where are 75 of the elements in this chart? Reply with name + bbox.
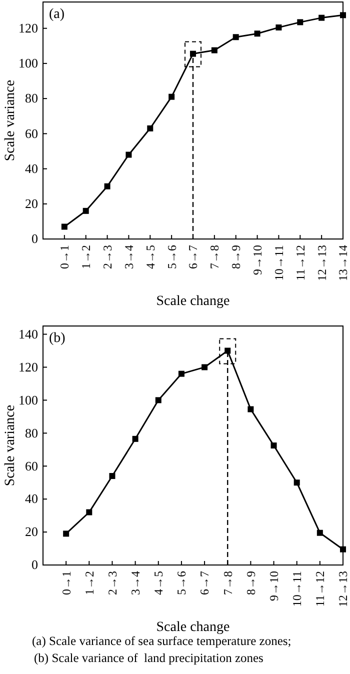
y-tick-label: 100 [18,392,38,408]
x-tick-label: 7→8 [208,245,222,269]
y-axis-title: Scale variance [3,404,18,486]
y-tick-label: 60 [25,458,38,474]
y-tick-label: 0 [32,231,38,246]
x-tick-label: 12→13 [336,571,350,607]
x-tick-label: 7→8 [220,571,235,595]
chart-title: (a) [49,7,65,22]
point [211,47,218,54]
text: (a) Scale variance of sea surface temperature zones; [32,634,292,648]
point [132,436,138,442]
x-tick-label: 8→9 [229,245,244,269]
y-tick-label: 60 [25,126,38,141]
x-tick-label: 1→2 [82,571,96,595]
x-tick-label: 3→4 [128,571,143,595]
point [232,34,239,40]
x-tick-label: 4→5 [152,571,166,595]
x-tick-label: 11→12 [313,571,328,607]
y-tick-label: 120 [18,359,38,374]
x-tick-label: 11→12 [293,245,308,281]
x-tick-label: 3→4 [122,245,136,269]
y-tick-label: 20 [25,196,38,212]
point [147,125,154,132]
x-tick-label: 9→10 [250,245,264,275]
y-tick-label: 80 [25,425,38,440]
point [340,546,346,552]
point [297,19,304,26]
point [248,406,254,412]
x-axis-title: Scale change [156,294,230,309]
point [254,30,260,37]
x-tick-label: 0→1 [59,571,74,595]
x-tick-label: 2→3 [105,571,120,595]
x-tick-label: 6→7 [198,571,212,595]
y-tick-label: 80 [25,90,38,106]
x-tick-label: 9→10 [266,571,281,601]
y-tick-label: 120 [18,20,38,36]
y-tick-label: 100 [18,56,38,71]
x-tick-label: 10→11 [272,245,286,281]
point [126,152,132,158]
chart-title: (b) [49,331,66,346]
y-tick-label: 40 [25,491,38,506]
point [178,370,184,377]
x-tick-label: 4→5 [143,245,158,269]
y-tick-label: 20 [25,524,38,540]
point [104,183,110,190]
point [340,12,346,18]
point [63,530,70,537]
point [294,480,300,486]
point [82,208,89,214]
y-axis-title: Scale variance [3,80,18,162]
text: (b) Scale variance of land precipitation zones [34,651,264,665]
point [316,530,323,536]
x-tick-label: 5→6 [174,571,189,595]
point [276,24,282,30]
x-tick-label: 2→3 [100,245,114,269]
point [202,364,208,370]
point [318,14,325,21]
point [109,472,116,479]
point [61,224,68,230]
x-axis-title: Scale change [156,620,230,635]
x-tick-label: 12→13 [314,245,329,281]
point [155,397,162,404]
x-tick-label: 10→11 [290,571,304,607]
y-tick-label: 40 [25,160,38,176]
x-tick-label: 5→6 [164,245,179,269]
y-tick-label: 140 [18,326,38,342]
x-tick-label: 8→9 [244,571,258,595]
x-tick-label: 6→7 [186,245,200,269]
point [86,509,92,516]
x-tick-label: 1→2 [79,245,94,269]
x-tick-label: 0→1 [58,245,72,269]
point [270,442,277,448]
y-tick-label: 0 [32,557,38,572]
point [168,94,175,100]
x-tick-label: 13→14 [336,245,350,281]
